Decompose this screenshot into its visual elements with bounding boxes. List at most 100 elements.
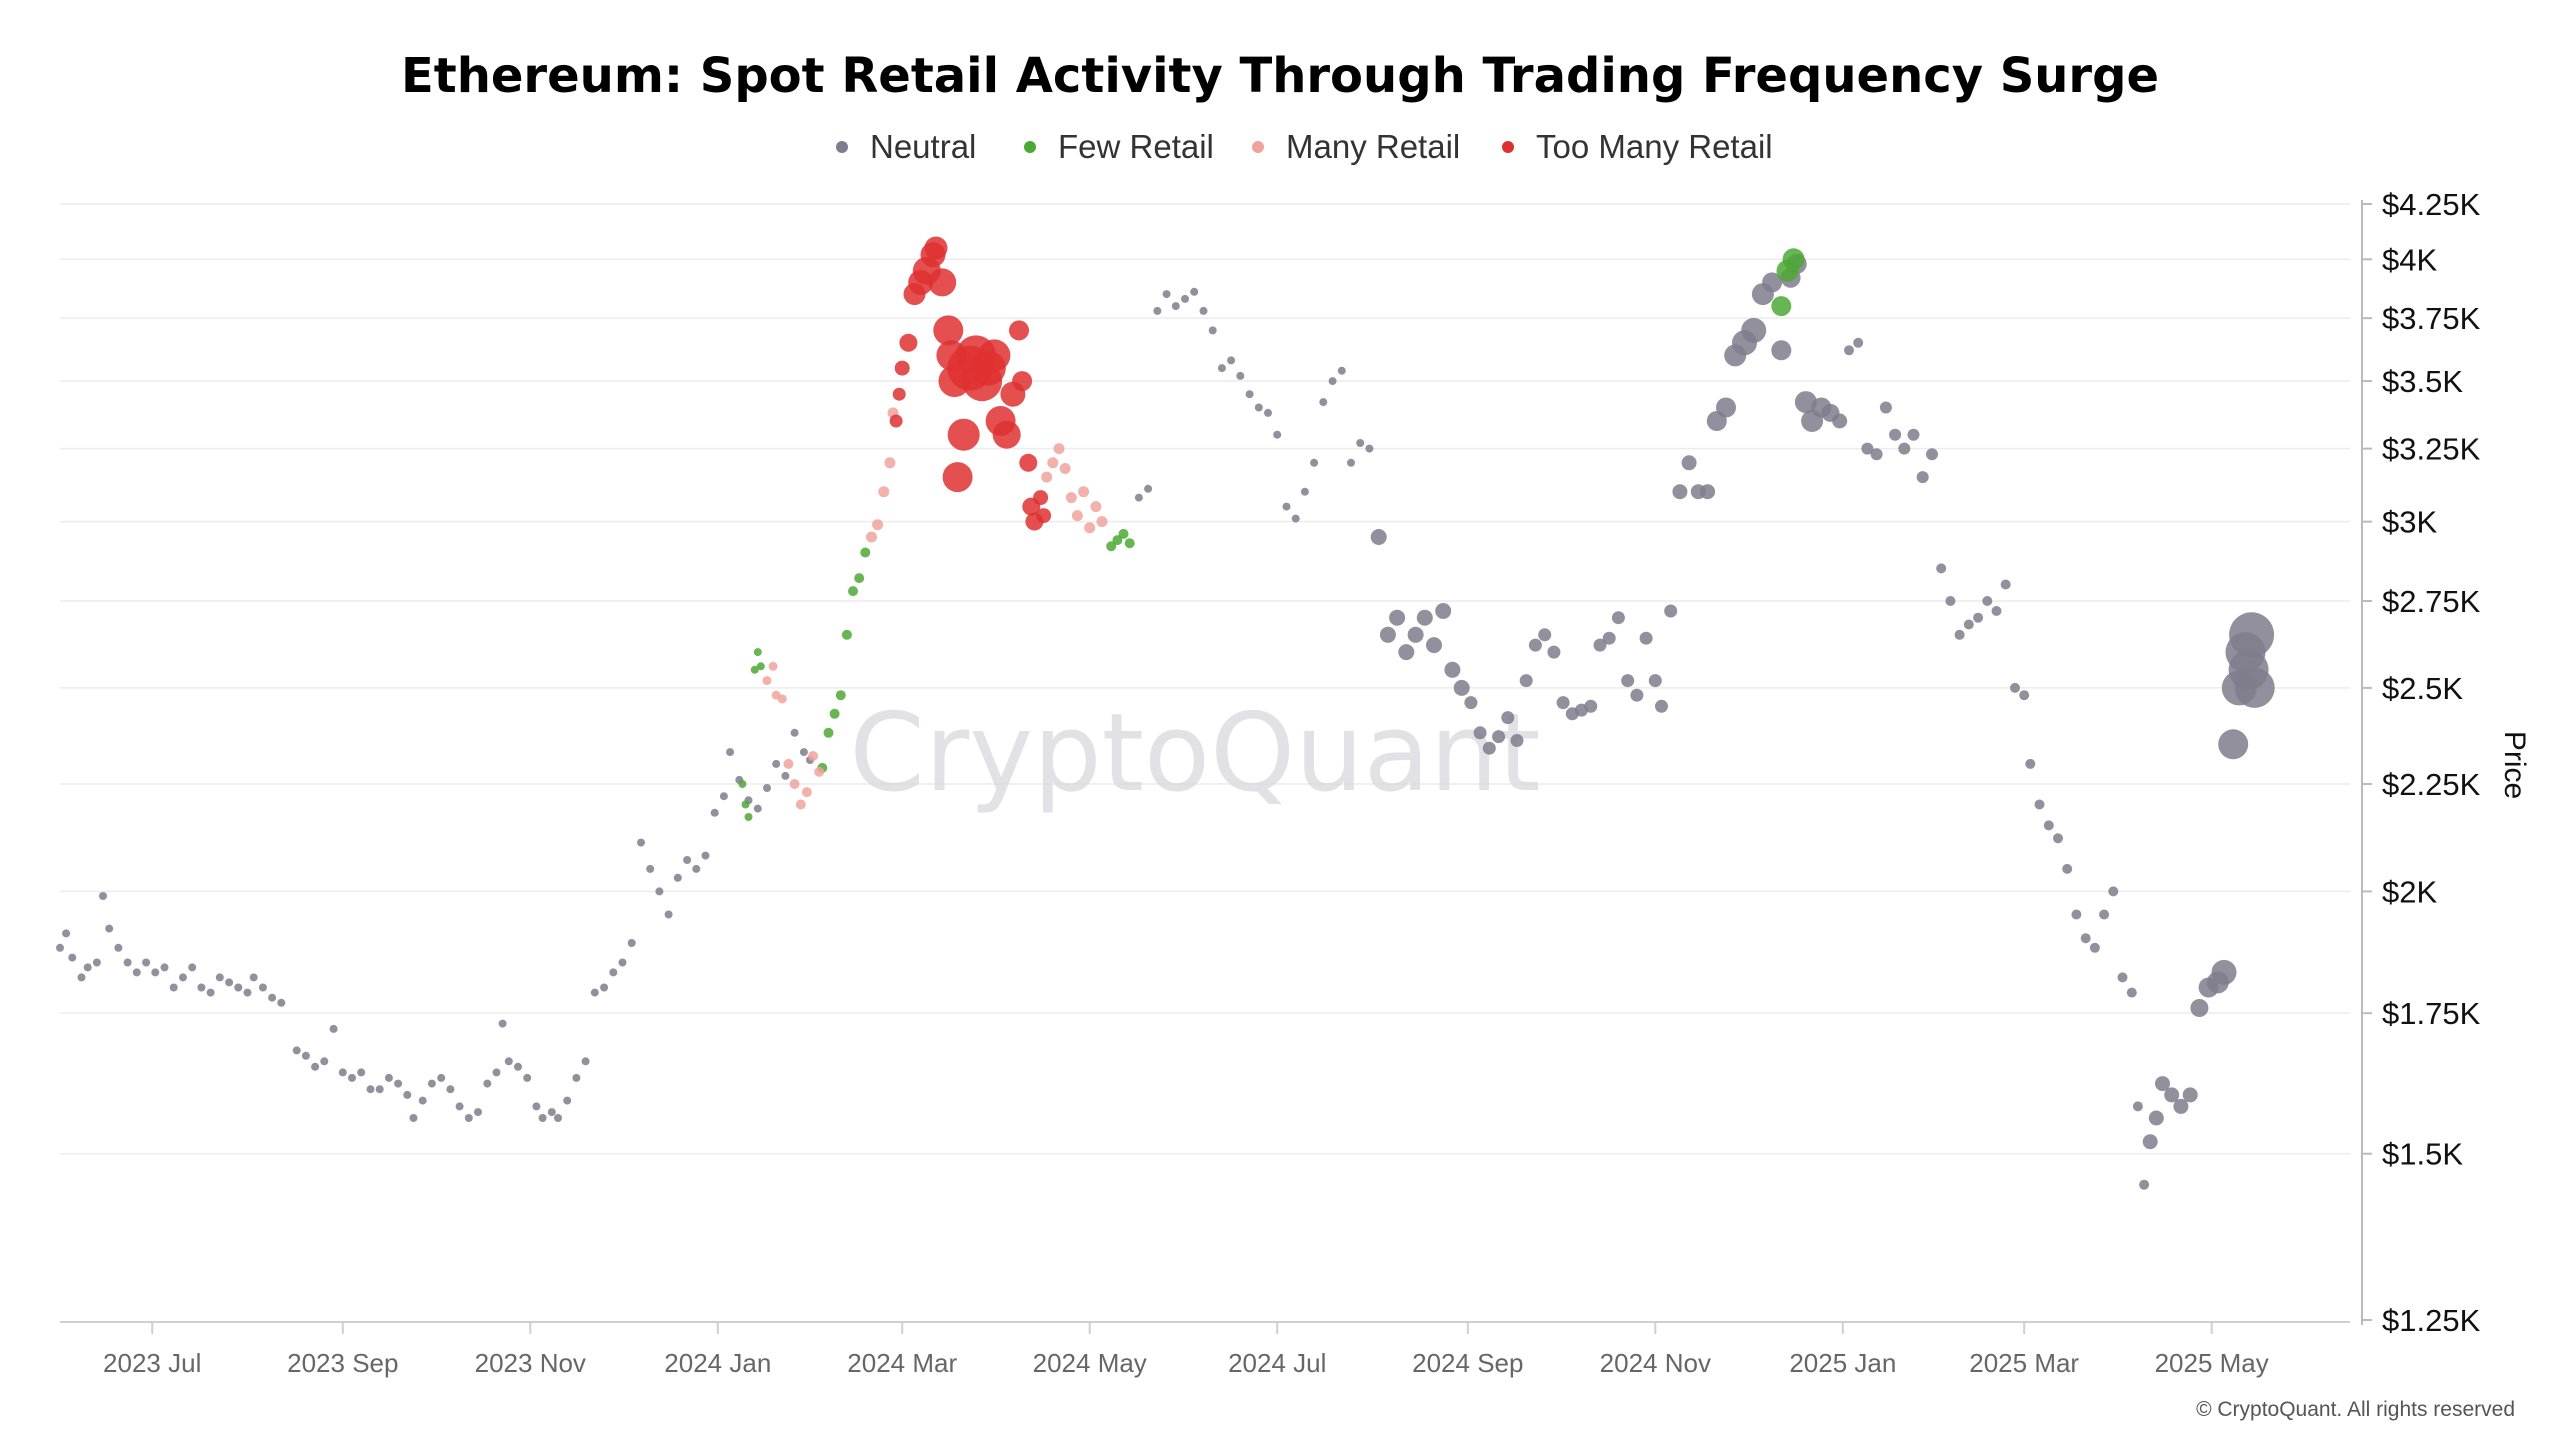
data-point [933, 315, 964, 346]
data-point [2010, 682, 2020, 693]
data-point [123, 958, 132, 967]
data-point [878, 486, 890, 498]
data-point [823, 727, 834, 738]
legend-item-neutral[interactable]: Neutral [836, 128, 976, 165]
data-point [197, 983, 206, 992]
data-point [2142, 1134, 2158, 1150]
data-point [418, 1096, 427, 1105]
data-point [1106, 541, 1117, 552]
x-tick-label: 2024 May [1033, 1348, 1147, 1378]
chart-legend[interactable]: Neutral Few Retail Many Retail Too Many Ret… [836, 128, 1773, 165]
data-point [590, 988, 599, 997]
data-point [2108, 886, 2119, 897]
data-point [2148, 1110, 2164, 1126]
legend-label: Too Many Retail [1536, 128, 1773, 165]
data-point [243, 988, 252, 997]
data-point [2117, 972, 2128, 983]
x-tick-label: 2024 Nov [1600, 1348, 1711, 1378]
data-point [1954, 629, 1965, 640]
data-point [750, 665, 759, 674]
data-point [2099, 909, 2110, 920]
data-point [2089, 942, 2100, 953]
data-point [1033, 490, 1049, 506]
data-point [1771, 340, 1792, 361]
data-point [547, 1108, 556, 1117]
x-tick-label: 2023 Nov [475, 1348, 586, 1378]
data-point [2190, 999, 2209, 1017]
data-point [783, 758, 794, 769]
data-point [1963, 619, 1974, 630]
data-point [492, 1068, 501, 1077]
data-point [942, 462, 973, 493]
data-point [701, 851, 710, 860]
data-point [866, 531, 877, 543]
data-point [225, 978, 234, 987]
data-point [1245, 390, 1254, 399]
data-point [437, 1073, 446, 1082]
data-point [1019, 453, 1038, 472]
data-point [801, 787, 812, 798]
data-point [892, 387, 906, 401]
data-point [301, 1051, 310, 1060]
data-point [2126, 987, 2137, 998]
data-point [2062, 863, 2073, 874]
data-point [627, 939, 636, 947]
data-point [1181, 294, 1189, 303]
data-point [1611, 611, 1625, 625]
data-point [781, 771, 790, 780]
data-point [600, 983, 609, 992]
data-point [474, 1108, 482, 1117]
data-point [2132, 1101, 2143, 1112]
data-point [762, 676, 772, 686]
data-point [2043, 820, 2054, 831]
legend-item-few-retail[interactable]: Few Retail [1024, 128, 1214, 165]
data-point [872, 519, 884, 531]
data-point [992, 420, 1021, 449]
data-point [1282, 502, 1291, 511]
data-point [538, 1114, 547, 1122]
data-point [2218, 729, 2249, 760]
y-tick-label: $2K [2382, 874, 2437, 909]
legend-marker [1024, 141, 1036, 153]
data-point [1273, 430, 1282, 439]
data-point [889, 414, 903, 428]
data-point [1528, 638, 1542, 652]
data-point [375, 1085, 384, 1094]
data-point [673, 873, 682, 882]
data-points [56, 236, 2275, 1190]
data-point [899, 333, 918, 352]
data-point [160, 963, 169, 972]
data-point [1853, 337, 1864, 348]
data-point [1217, 364, 1226, 373]
y-tick-label: $1.5K [2382, 1137, 2463, 1172]
data-point [1036, 508, 1052, 524]
x-tick-label: 2025 May [2155, 1348, 2269, 1378]
data-point [860, 547, 871, 558]
legend-item-too-many-retail[interactable]: Too Many Retail [1502, 128, 1773, 165]
gridlines [60, 203, 2350, 1155]
data-point [1300, 487, 1309, 496]
data-point [179, 973, 187, 982]
data-point [1090, 501, 1102, 513]
data-point [1664, 604, 1678, 618]
data-point [2155, 1076, 2170, 1092]
data-point [1053, 443, 1065, 455]
data-point [56, 943, 64, 952]
data-point [738, 780, 747, 788]
data-point [83, 963, 92, 972]
data-point [384, 1073, 393, 1082]
data-point [1547, 645, 1561, 659]
data-point [2139, 1179, 2150, 1190]
data-point [311, 1062, 320, 1071]
x-tick-label: 2024 Mar [847, 1348, 957, 1378]
data-point [1365, 444, 1374, 453]
series-too-many-retail [889, 236, 1052, 531]
data-point [1741, 317, 1767, 343]
data-point [2000, 579, 2011, 590]
legend-item-many-retail[interactable]: Many Retail [1252, 128, 1460, 165]
data-point [215, 973, 224, 982]
data-point [1584, 699, 1598, 713]
data-point [268, 993, 277, 1002]
x-tick-label: 2024 Jul [1228, 1348, 1326, 1378]
data-point [1084, 522, 1096, 534]
